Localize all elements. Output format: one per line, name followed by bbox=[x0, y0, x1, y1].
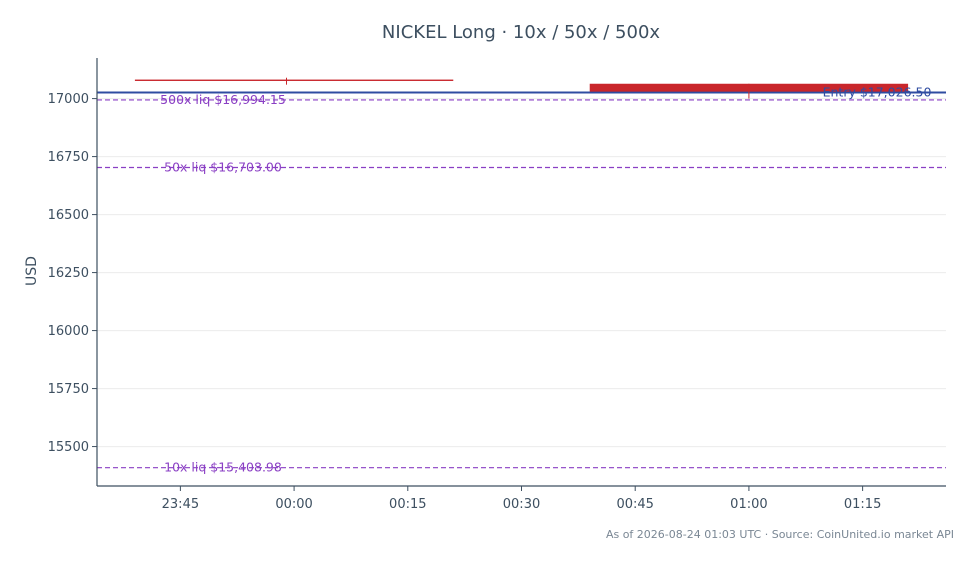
y-tick-label: 15750 bbox=[48, 382, 89, 397]
reference-lines bbox=[97, 91, 946, 469]
x-tick-label: 00:15 bbox=[389, 497, 426, 512]
axes: 15500 15750 16000 16250 16500 16750 17000 23:45… bbox=[48, 58, 946, 512]
chart-title: NICKEL Long · 10x / 50x / 500x bbox=[382, 22, 660, 43]
y-tick-label: 17000 bbox=[48, 92, 89, 107]
x-tick-label: 00:00 bbox=[275, 497, 312, 512]
x-tick-label: 00:45 bbox=[616, 497, 653, 512]
x-tick-label: 01:15 bbox=[844, 497, 881, 512]
liquidation-label: 10x liq $15,408.98 bbox=[164, 460, 282, 475]
liquidation-label: 500x liq $16,994.15 bbox=[160, 92, 286, 107]
y-tick-label: 16000 bbox=[48, 324, 89, 339]
gridlines bbox=[97, 98, 946, 448]
candle-body bbox=[134, 79, 454, 81]
y-tick-label: 16750 bbox=[48, 150, 89, 165]
y-tick-label: 15500 bbox=[48, 440, 89, 455]
y-tick-label: 16500 bbox=[48, 208, 89, 223]
liquidation-label: 50x liq $16,703.00 bbox=[164, 159, 282, 174]
reference-labels: Entry $17,026.50 500x liq $16,994.15 50x l… bbox=[160, 84, 931, 474]
candles bbox=[134, 77, 909, 99]
x-tick-label: 23:45 bbox=[162, 497, 199, 512]
y-tick-label: 16250 bbox=[48, 266, 89, 281]
x-tick-label: 00:30 bbox=[503, 497, 540, 512]
entry-label: Entry $17,026.50 bbox=[823, 84, 932, 99]
x-tick-label: 01:00 bbox=[730, 497, 767, 512]
y-axis-label: USD bbox=[24, 256, 40, 286]
candle-body bbox=[589, 83, 909, 92]
footer-note: As of 2026-08-24 01:03 UTC · Source: Coi… bbox=[606, 528, 954, 541]
